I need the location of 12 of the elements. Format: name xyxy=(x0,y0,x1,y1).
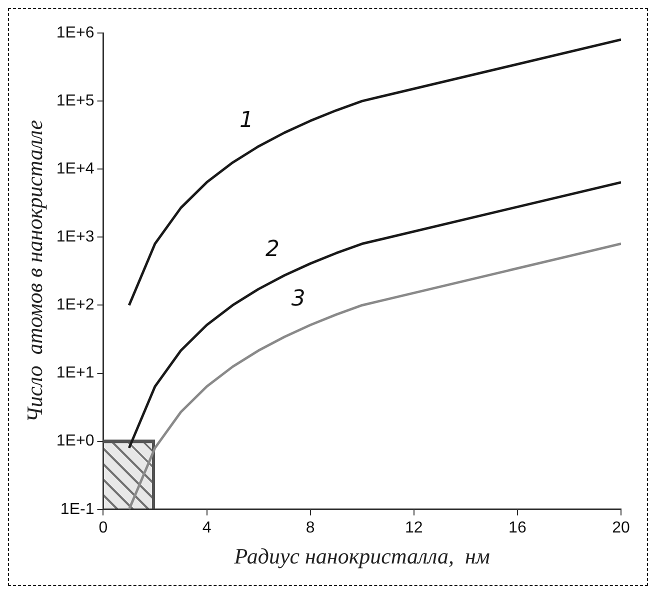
series-label: 2 xyxy=(265,237,280,262)
y-tick-label: 1E+6 xyxy=(56,24,94,42)
x-tick-label: 0 xyxy=(98,519,108,536)
series-label: 3 xyxy=(291,286,306,312)
x-tick-label: 8 xyxy=(306,519,315,536)
x-tick-label: 20 xyxy=(612,519,630,536)
y-axis-title: Число атомов в нанокристалле xyxy=(22,120,47,422)
x-axis-title: Радиус нанокристалла, нм xyxy=(233,544,490,569)
series-label: 1 xyxy=(240,108,254,134)
x-tick-label: 16 xyxy=(508,519,526,536)
x-tick-label: 12 xyxy=(404,519,423,536)
x-tick-label: 4 xyxy=(202,519,212,536)
